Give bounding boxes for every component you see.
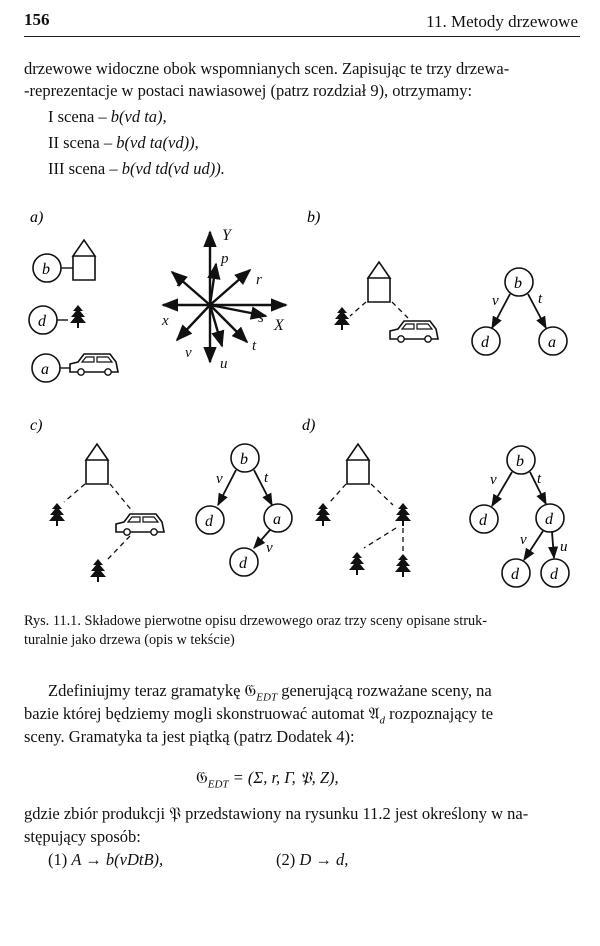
scene-line-3: III scena – b(vd td(vd ud)).: [48, 159, 225, 178]
svg-text:t: t: [264, 470, 269, 486]
figure-caption-line-1: Rys. 11.1. Składowe pierwotne opisu drze…: [24, 613, 488, 629]
svg-text:b: b: [240, 451, 248, 468]
svg-text:a: a: [548, 334, 556, 351]
svg-text:d: d: [511, 566, 520, 583]
intro-line-1: drzewowe widoczne obok wspomnianych scen…: [24, 59, 510, 78]
svg-text:b: b: [514, 275, 522, 292]
svg-text:v: v: [520, 532, 527, 548]
svg-text:x: x: [161, 313, 169, 329]
production-1: (1) A → b(vDtB),: [48, 850, 164, 869]
svg-text:v: v: [185, 345, 192, 361]
body-para1-line2: bazie której będziemy mogli skonstruować…: [24, 704, 494, 727]
header-rule: [24, 36, 580, 37]
primitive-a-car: a: [31, 353, 119, 383]
direction-star: [161, 230, 288, 364]
svg-text:d: d: [550, 566, 559, 583]
panel-label-d: d): [302, 417, 315, 434]
svg-text:Y: Y: [222, 227, 233, 244]
panel-label-c: c): [30, 417, 42, 434]
svg-text:p: p: [220, 251, 229, 267]
scene-c-tree: b d a d v t v: [195, 443, 293, 577]
scene-b-tree: b d a v t: [471, 267, 568, 356]
production-2: (2) D → d,: [276, 850, 349, 869]
svg-text:b: b: [516, 453, 524, 470]
scene-line-2: II scena – b(vd ta(vd)),: [48, 133, 199, 152]
svg-text:v: v: [266, 540, 273, 556]
svg-text:d: d: [205, 513, 214, 530]
running-head: 11. Metody drzewowe: [426, 12, 578, 31]
svg-text:d: d: [239, 555, 248, 572]
svg-text:a: a: [41, 361, 49, 378]
body-para1-line3: sceny. Gramatyka ta jest piątką (patrz D…: [24, 727, 355, 746]
svg-text:t: t: [538, 291, 543, 307]
body-para2-line2: stępujący sposób:: [24, 827, 141, 846]
svg-text:s: s: [258, 310, 264, 326]
scene-b-picture: [334, 261, 439, 344]
svg-text:y: y: [176, 271, 185, 287]
figure-caption-line-2: turalnie jako drzewa (opis w tekście): [24, 632, 235, 648]
svg-text:d: d: [38, 313, 47, 330]
scene-line-1: I scena – b(vd ta),: [48, 107, 167, 126]
svg-text:t: t: [252, 338, 257, 354]
svg-text:v: v: [490, 472, 497, 488]
svg-text:X: X: [273, 317, 285, 334]
page-number: 156: [24, 10, 50, 29]
scene-d-picture: [315, 443, 411, 577]
svg-text:v: v: [216, 471, 223, 487]
body-para1-line1: Zdefiniujmy teraz gramatykę 𝔊EDT generuj…: [48, 681, 492, 704]
primitive-d-tree: d: [28, 305, 86, 335]
panel-label-a: a): [30, 209, 43, 226]
svg-text:r: r: [256, 272, 262, 288]
svg-text:d: d: [479, 512, 488, 529]
scene-c-picture: [49, 443, 165, 582]
svg-text:v: v: [492, 293, 499, 309]
primitive-b-house: b: [32, 239, 96, 283]
scene-d-tree: b d d d d v t v u: [469, 445, 570, 588]
svg-text:d: d: [481, 334, 490, 351]
svg-text:d: d: [545, 511, 554, 528]
svg-text:t: t: [537, 471, 542, 487]
intro-line-2: -reprezentacje w postaci nawiasowej (pat…: [24, 81, 473, 100]
figure-11-1: a) b) c) d) b d a Y p r y x: [28, 209, 570, 588]
svg-text:u: u: [220, 356, 228, 372]
svg-text:u: u: [560, 539, 568, 555]
panel-label-b: b): [307, 209, 320, 226]
direction-labels: Y p r y x s X t v u: [161, 227, 285, 372]
svg-text:a: a: [273, 511, 281, 528]
body-para2-line1: gdzie zbiór produkcji 𝔓 przedstawiony na…: [24, 804, 529, 823]
grammar-formula: 𝔊EDT = (Σ, r, Γ, 𝔓, Z),: [196, 768, 339, 791]
svg-text:b: b: [42, 261, 50, 278]
